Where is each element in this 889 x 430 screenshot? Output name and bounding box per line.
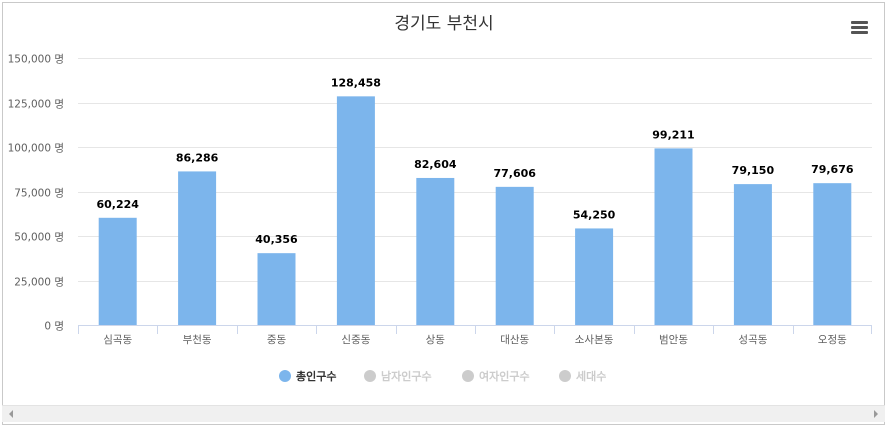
bar[interactable] <box>257 253 296 325</box>
chart-title: 경기도 부천시 <box>394 14 493 34</box>
bar[interactable] <box>178 171 217 325</box>
data-labels: 60,224 86,286 40,356 128,458 82,604 77,606 54,… <box>96 76 853 246</box>
x-tick-label: 범안동 <box>659 334 688 346</box>
legend: 총인구수 남자인구수 여자인구수 세대수 <box>279 369 606 383</box>
data-label: 128,458 <box>331 76 381 89</box>
x-tick-label: 소사본동 <box>575 334 614 346</box>
legend-label: 여자인구수 <box>479 369 530 383</box>
data-label: 40,356 <box>255 233 298 246</box>
legend-label: 남자인구수 <box>381 369 432 383</box>
legend-label: 총인구수 <box>296 369 336 383</box>
legend-item[interactable]: 총인구수 <box>279 369 336 383</box>
y-tick-label: 0 명 <box>44 321 64 333</box>
data-label: 82,604 <box>414 158 457 171</box>
legend-item[interactable]: 세대수 <box>559 369 606 383</box>
data-label: 79,676 <box>811 163 854 176</box>
x-tick-label: 상동 <box>426 334 446 346</box>
y-tick-label: 75,000 명 <box>14 188 64 200</box>
y-axis-ticks: 0 명 25,000 명 50,000 명 75,000 명 100,000 명 125,… <box>8 54 64 333</box>
y-tick-label: 150,000 명 <box>8 54 64 66</box>
y-tick-label: 125,000 명 <box>8 99 64 111</box>
x-tick-label: 성곡동 <box>738 334 767 346</box>
hamburger-menu-icon[interactable] <box>848 18 870 36</box>
y-tick-label: 50,000 명 <box>14 232 64 244</box>
data-label: 99,211 <box>652 128 694 141</box>
data-label: 79,150 <box>732 164 775 177</box>
x-tick-label: 신중동 <box>341 334 370 346</box>
x-tick-label: 부천동 <box>183 334 212 346</box>
bar[interactable] <box>813 183 852 325</box>
y-tick-label: 100,000 명 <box>8 143 64 155</box>
legend-item[interactable]: 남자인구수 <box>364 369 432 383</box>
bar[interactable] <box>98 217 137 325</box>
arrow-right-icon[interactable] <box>874 410 878 418</box>
x-tick-label: 심곡동 <box>103 334 132 346</box>
legend-marker <box>279 370 291 382</box>
legend-marker <box>559 370 571 382</box>
legend-marker <box>364 370 376 382</box>
data-label: 77,606 <box>493 167 536 180</box>
x-axis: 심곡동 부천동 중동 신중동 상동 대산동 소사본동 범안동 성곡동 오정동 <box>78 325 872 346</box>
x-tick-label: 대산동 <box>500 334 529 346</box>
data-label: 60,224 <box>96 198 139 211</box>
legend-marker <box>462 370 474 382</box>
bar[interactable] <box>495 186 534 325</box>
legend-item[interactable]: 여자인구수 <box>462 369 530 383</box>
bar[interactable] <box>416 177 455 325</box>
y-tick-label: 25,000 명 <box>14 277 64 289</box>
horizontal-scrollbar[interactable] <box>2 405 885 422</box>
data-label: 54,250 <box>573 208 616 221</box>
x-tick-label: 오정동 <box>818 334 847 346</box>
legend-label: 세대수 <box>576 369 606 383</box>
bars <box>98 96 852 325</box>
bar[interactable] <box>336 96 375 325</box>
bar[interactable] <box>575 228 614 325</box>
bar[interactable] <box>654 148 693 325</box>
data-label: 86,286 <box>176 151 219 164</box>
arrow-left-icon[interactable] <box>9 410 13 418</box>
bar[interactable] <box>733 184 772 325</box>
x-tick-label: 중동 <box>267 334 287 346</box>
